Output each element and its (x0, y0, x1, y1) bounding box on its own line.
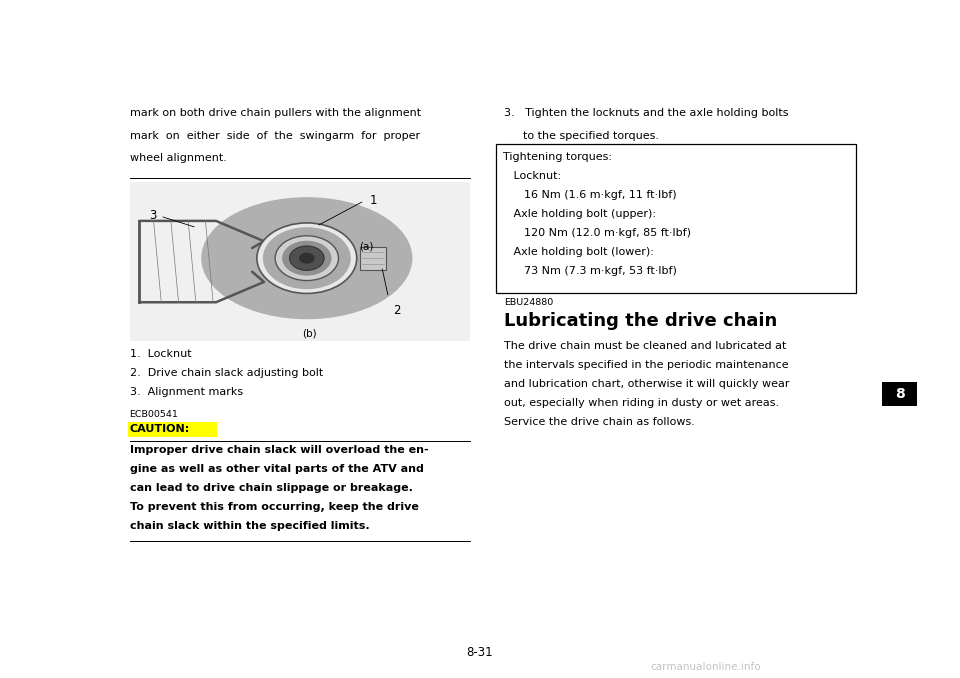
Text: gine as well as other vital parts of the ATV and: gine as well as other vital parts of the… (130, 464, 423, 474)
Text: The drive chain must be cleaned and lubricated at: The drive chain must be cleaned and lubr… (504, 341, 786, 351)
Circle shape (263, 227, 350, 290)
Text: Lubricating the drive chain: Lubricating the drive chain (504, 313, 778, 330)
Bar (882, 382, 917, 406)
Text: 8: 8 (895, 387, 904, 401)
Circle shape (282, 241, 331, 276)
Text: chain slack within the specified limits.: chain slack within the specified limits. (130, 521, 370, 531)
Text: to the specified torques.: to the specified torques. (523, 131, 660, 141)
Text: 3: 3 (149, 210, 156, 222)
Text: Locknut:: Locknut: (503, 172, 562, 182)
Text: 2.  Drive chain slack adjusting bolt: 2. Drive chain slack adjusting bolt (130, 368, 323, 378)
Text: (a): (a) (360, 241, 374, 252)
Text: 16 Nm (1.6 m·kgf, 11 ft·lbf): 16 Nm (1.6 m·kgf, 11 ft·lbf) (503, 191, 677, 201)
Text: mark  on  either  side  of  the  swingarm  for  proper: mark on either side of the swingarm for … (130, 131, 420, 141)
Text: and lubrication chart, otherwise it will quickly wear: and lubrication chart, otherwise it will… (504, 379, 789, 389)
Circle shape (257, 223, 357, 294)
Text: 2: 2 (394, 304, 400, 317)
Text: To prevent this from occurring, keep the drive: To prevent this from occurring, keep the… (130, 502, 419, 512)
Text: Axle holding bolt (upper):: Axle holding bolt (upper): (503, 210, 656, 220)
Text: (b): (b) (302, 329, 317, 339)
Text: Axle holding bolt (lower):: Axle holding bolt (lower): (503, 247, 654, 258)
Bar (360, 247, 387, 270)
Ellipse shape (202, 197, 413, 319)
Text: 73 Nm (7.3 m·kgf, 53 ft·lbf): 73 Nm (7.3 m·kgf, 53 ft·lbf) (503, 266, 677, 277)
Text: 3.   Tighten the locknuts and the axle holding bolts: 3. Tighten the locknuts and the axle hol… (504, 108, 788, 119)
Text: 1.  Locknut: 1. Locknut (130, 349, 191, 359)
Text: EBU24880: EBU24880 (504, 298, 553, 306)
Text: ECB00541: ECB00541 (130, 410, 179, 418)
Circle shape (299, 253, 315, 264)
Text: 8-31: 8-31 (467, 645, 493, 659)
Text: wheel alignment.: wheel alignment. (130, 153, 227, 163)
Text: 1: 1 (370, 194, 376, 207)
Text: Tightening torques:: Tightening torques: (503, 153, 612, 163)
Bar (128, 422, 217, 437)
Bar (496, 144, 856, 294)
Text: 3.  Alignment marks: 3. Alignment marks (130, 387, 243, 397)
Text: the intervals specified in the periodic maintenance: the intervals specified in the periodic … (504, 360, 788, 370)
Text: Improper drive chain slack will overload the en-: Improper drive chain slack will overload… (130, 445, 428, 455)
Text: can lead to drive chain slippage or breakage.: can lead to drive chain slippage or brea… (130, 483, 413, 493)
Text: mark on both drive chain pullers with the alignment: mark on both drive chain pullers with th… (130, 108, 420, 119)
Circle shape (276, 236, 339, 281)
Circle shape (290, 246, 324, 271)
Text: 120 Nm (12.0 m·kgf, 85 ft·lbf): 120 Nm (12.0 m·kgf, 85 ft·lbf) (503, 228, 691, 239)
Text: CAUTION:: CAUTION: (130, 424, 190, 435)
Bar (130, 182, 470, 341)
Text: carmanualonline.info: carmanualonline.info (650, 662, 761, 672)
Text: out, especially when riding in dusty or wet areas.: out, especially when riding in dusty or … (504, 398, 780, 408)
Text: Service the drive chain as follows.: Service the drive chain as follows. (504, 417, 695, 427)
